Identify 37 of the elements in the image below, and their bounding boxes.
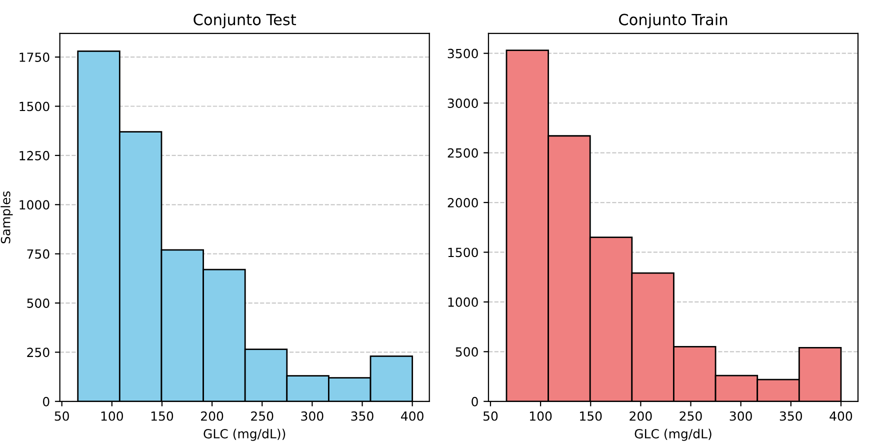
y-tick-label: 0 — [42, 396, 50, 406]
y-tick-label: 250 — [27, 348, 50, 358]
x-tick-label: 150 — [580, 411, 602, 421]
x-axis-title: GLC (mg/dL)) — [204, 428, 286, 441]
y-tick-label: 2500 — [448, 148, 478, 158]
x-tick-label: 350 — [351, 411, 374, 421]
y-tick-label: 1500 — [448, 248, 478, 258]
x-tick-label: 300 — [301, 411, 324, 421]
y-tick-label: 3500 — [448, 48, 478, 58]
y-tick-label: 500 — [27, 298, 50, 308]
y-tick-label: 1750 — [20, 52, 50, 62]
chart-title: Conjunto Test — [194, 14, 296, 28]
x-tick-label: 50 — [54, 411, 69, 421]
y-tick-label: 1000 — [20, 200, 50, 210]
x-tick-label: 250 — [251, 411, 274, 421]
x-tick-label: 350 — [780, 411, 802, 421]
y-tick-label: 1000 — [448, 297, 478, 307]
y-tick-label: 500 — [456, 347, 478, 357]
y-tick-label: 1250 — [20, 150, 50, 160]
x-tick-label: 100 — [101, 411, 124, 421]
x-tick-label: 100 — [530, 411, 552, 421]
x-tick-label: 150 — [151, 411, 174, 421]
chart-title: Conjunto Train — [619, 14, 728, 28]
x-axis-title: GLC (mg/dL) — [634, 428, 712, 441]
x-tick-label: 50 — [483, 411, 498, 421]
y-tick-label: 1500 — [20, 102, 50, 112]
x-tick-label: 400 — [830, 411, 852, 421]
y-tick-label: 2000 — [448, 198, 478, 208]
y-tick-label: 0 — [472, 396, 478, 406]
x-tick-label: 200 — [630, 411, 652, 421]
x-tick-label: 200 — [201, 411, 224, 421]
x-tick-label: 250 — [680, 411, 702, 421]
x-tick-label: 400 — [401, 411, 424, 421]
x-tick-label: 300 — [730, 411, 752, 421]
y-tick-label: 750 — [27, 249, 50, 259]
y-tick-label: 3000 — [448, 98, 478, 108]
y-axis-title: Samples — [0, 191, 13, 244]
